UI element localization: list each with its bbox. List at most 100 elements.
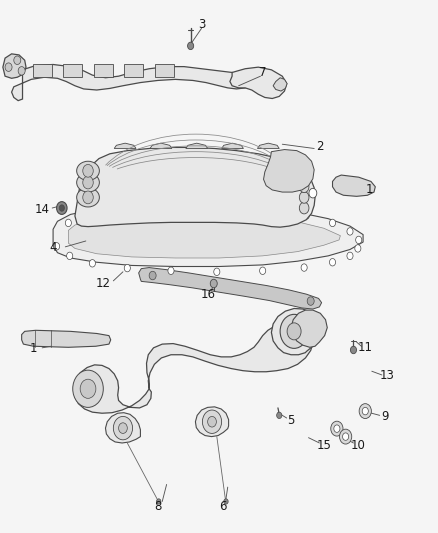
Circle shape <box>119 423 127 433</box>
Circle shape <box>329 259 336 266</box>
Circle shape <box>168 267 174 274</box>
Text: 2: 2 <box>316 140 323 154</box>
Polygon shape <box>291 310 327 348</box>
Polygon shape <box>222 143 244 149</box>
Text: 9: 9 <box>381 410 389 423</box>
Polygon shape <box>332 175 375 196</box>
Polygon shape <box>195 407 229 437</box>
Circle shape <box>299 181 309 192</box>
Circle shape <box>187 42 194 50</box>
Circle shape <box>57 201 67 214</box>
Polygon shape <box>139 268 321 309</box>
Circle shape <box>280 314 308 349</box>
Circle shape <box>18 67 25 75</box>
Polygon shape <box>272 309 320 355</box>
Text: 8: 8 <box>154 500 162 513</box>
Circle shape <box>83 176 93 189</box>
Circle shape <box>83 191 93 204</box>
Circle shape <box>307 297 314 305</box>
Polygon shape <box>74 365 151 413</box>
Ellipse shape <box>77 173 99 192</box>
Circle shape <box>53 243 60 250</box>
Circle shape <box>156 499 161 504</box>
Circle shape <box>309 188 317 198</box>
Polygon shape <box>53 205 363 266</box>
Circle shape <box>59 205 64 211</box>
Circle shape <box>350 346 357 354</box>
Circle shape <box>347 252 353 260</box>
Circle shape <box>149 271 156 280</box>
Circle shape <box>214 268 220 276</box>
Circle shape <box>329 219 336 227</box>
Circle shape <box>89 260 95 267</box>
Circle shape <box>299 191 309 203</box>
Polygon shape <box>75 148 315 227</box>
Text: 7: 7 <box>259 66 266 79</box>
Text: 15: 15 <box>316 439 331 452</box>
Text: 4: 4 <box>49 241 57 254</box>
Circle shape <box>5 63 12 71</box>
Circle shape <box>355 245 361 252</box>
Polygon shape <box>264 150 314 192</box>
Polygon shape <box>186 143 208 149</box>
Circle shape <box>277 412 282 418</box>
Circle shape <box>83 165 93 177</box>
Text: 11: 11 <box>358 341 373 354</box>
Polygon shape <box>114 143 136 149</box>
Circle shape <box>98 207 104 214</box>
Circle shape <box>299 202 309 214</box>
Polygon shape <box>124 64 144 77</box>
Text: 16: 16 <box>201 288 215 301</box>
Text: 13: 13 <box>380 369 395 382</box>
Circle shape <box>225 203 231 211</box>
Polygon shape <box>94 64 113 77</box>
Circle shape <box>124 264 131 272</box>
Circle shape <box>260 267 266 274</box>
Circle shape <box>138 203 144 211</box>
Circle shape <box>339 429 352 444</box>
Text: 10: 10 <box>350 439 365 452</box>
Text: 6: 6 <box>219 500 227 513</box>
Circle shape <box>65 219 71 227</box>
Circle shape <box>362 407 368 415</box>
Polygon shape <box>258 143 279 149</box>
Circle shape <box>359 403 371 418</box>
Polygon shape <box>68 214 340 258</box>
Polygon shape <box>230 67 287 99</box>
Polygon shape <box>32 64 52 77</box>
Circle shape <box>67 252 73 260</box>
Circle shape <box>224 499 228 504</box>
Circle shape <box>331 421 343 436</box>
Text: 14: 14 <box>35 203 49 215</box>
Circle shape <box>208 416 216 427</box>
Circle shape <box>73 370 103 407</box>
Circle shape <box>181 202 187 209</box>
Ellipse shape <box>77 188 99 207</box>
Text: 12: 12 <box>96 277 111 290</box>
Text: 1: 1 <box>366 183 373 196</box>
Text: 1: 1 <box>30 342 37 356</box>
Polygon shape <box>12 64 254 101</box>
Circle shape <box>343 433 349 440</box>
Polygon shape <box>155 64 174 77</box>
Circle shape <box>14 56 21 64</box>
Polygon shape <box>150 143 172 149</box>
Polygon shape <box>63 64 82 77</box>
Text: 5: 5 <box>287 414 295 427</box>
Circle shape <box>287 323 301 340</box>
Polygon shape <box>106 413 141 443</box>
Circle shape <box>356 236 362 244</box>
Polygon shape <box>3 54 26 78</box>
Ellipse shape <box>77 161 99 180</box>
Text: 3: 3 <box>198 18 205 31</box>
Circle shape <box>202 410 222 433</box>
Circle shape <box>301 264 307 271</box>
Polygon shape <box>21 330 111 348</box>
Circle shape <box>299 171 309 183</box>
Polygon shape <box>273 78 287 91</box>
Polygon shape <box>147 324 313 389</box>
Circle shape <box>334 425 340 432</box>
Circle shape <box>113 416 133 440</box>
Circle shape <box>347 228 353 235</box>
Circle shape <box>80 379 96 398</box>
